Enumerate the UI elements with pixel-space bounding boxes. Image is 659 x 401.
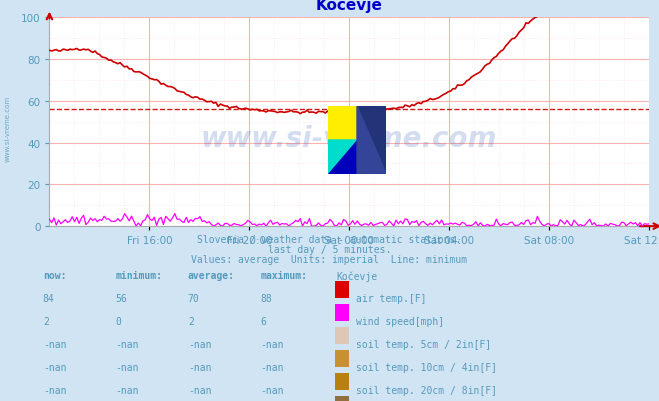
Text: -nan: -nan bbox=[260, 385, 284, 395]
Polygon shape bbox=[328, 141, 357, 174]
Text: Slovenia / weather data - automatic stations.: Slovenia / weather data - automatic stat… bbox=[197, 235, 462, 245]
Text: 6: 6 bbox=[260, 316, 266, 326]
Text: wind speed[mph]: wind speed[mph] bbox=[356, 316, 444, 326]
Text: 2: 2 bbox=[188, 316, 194, 326]
Text: -nan: -nan bbox=[115, 362, 139, 372]
Polygon shape bbox=[328, 141, 357, 174]
Text: -nan: -nan bbox=[43, 385, 67, 395]
Text: minimum:: minimum: bbox=[115, 271, 162, 281]
Polygon shape bbox=[357, 107, 386, 174]
Text: www.si-vreme.com: www.si-vreme.com bbox=[201, 125, 498, 153]
Text: -nan: -nan bbox=[188, 385, 212, 395]
Text: 70: 70 bbox=[188, 294, 200, 304]
Text: air temp.[F]: air temp.[F] bbox=[356, 294, 426, 304]
Text: -nan: -nan bbox=[115, 339, 139, 349]
Bar bbox=[357, 107, 386, 174]
Text: 88: 88 bbox=[260, 294, 272, 304]
Text: last day / 5 minutes.: last day / 5 minutes. bbox=[268, 245, 391, 255]
Text: now:: now: bbox=[43, 271, 67, 281]
Text: Values: average  Units: imperial  Line: minimum: Values: average Units: imperial Line: mi… bbox=[191, 255, 468, 265]
Title: Kočevje: Kočevje bbox=[316, 0, 383, 13]
Text: -nan: -nan bbox=[115, 385, 139, 395]
Text: -nan: -nan bbox=[260, 362, 284, 372]
Text: soil temp. 5cm / 2in[F]: soil temp. 5cm / 2in[F] bbox=[356, 339, 491, 349]
Text: -nan: -nan bbox=[260, 339, 284, 349]
Text: -nan: -nan bbox=[43, 339, 67, 349]
Text: 0: 0 bbox=[115, 316, 121, 326]
Text: -nan: -nan bbox=[188, 339, 212, 349]
Text: soil temp. 20cm / 8in[F]: soil temp. 20cm / 8in[F] bbox=[356, 385, 497, 395]
Text: -nan: -nan bbox=[43, 362, 67, 372]
Text: Kočevje: Kočevje bbox=[336, 271, 377, 281]
Text: soil temp. 10cm / 4in[F]: soil temp. 10cm / 4in[F] bbox=[356, 362, 497, 372]
Text: 56: 56 bbox=[115, 294, 127, 304]
Bar bbox=[328, 107, 357, 141]
Text: 2: 2 bbox=[43, 316, 49, 326]
Text: average:: average: bbox=[188, 271, 235, 281]
Text: www.si-vreme.com: www.si-vreme.com bbox=[5, 95, 11, 161]
Text: -nan: -nan bbox=[188, 362, 212, 372]
Text: 84: 84 bbox=[43, 294, 55, 304]
Text: maximum:: maximum: bbox=[260, 271, 307, 281]
